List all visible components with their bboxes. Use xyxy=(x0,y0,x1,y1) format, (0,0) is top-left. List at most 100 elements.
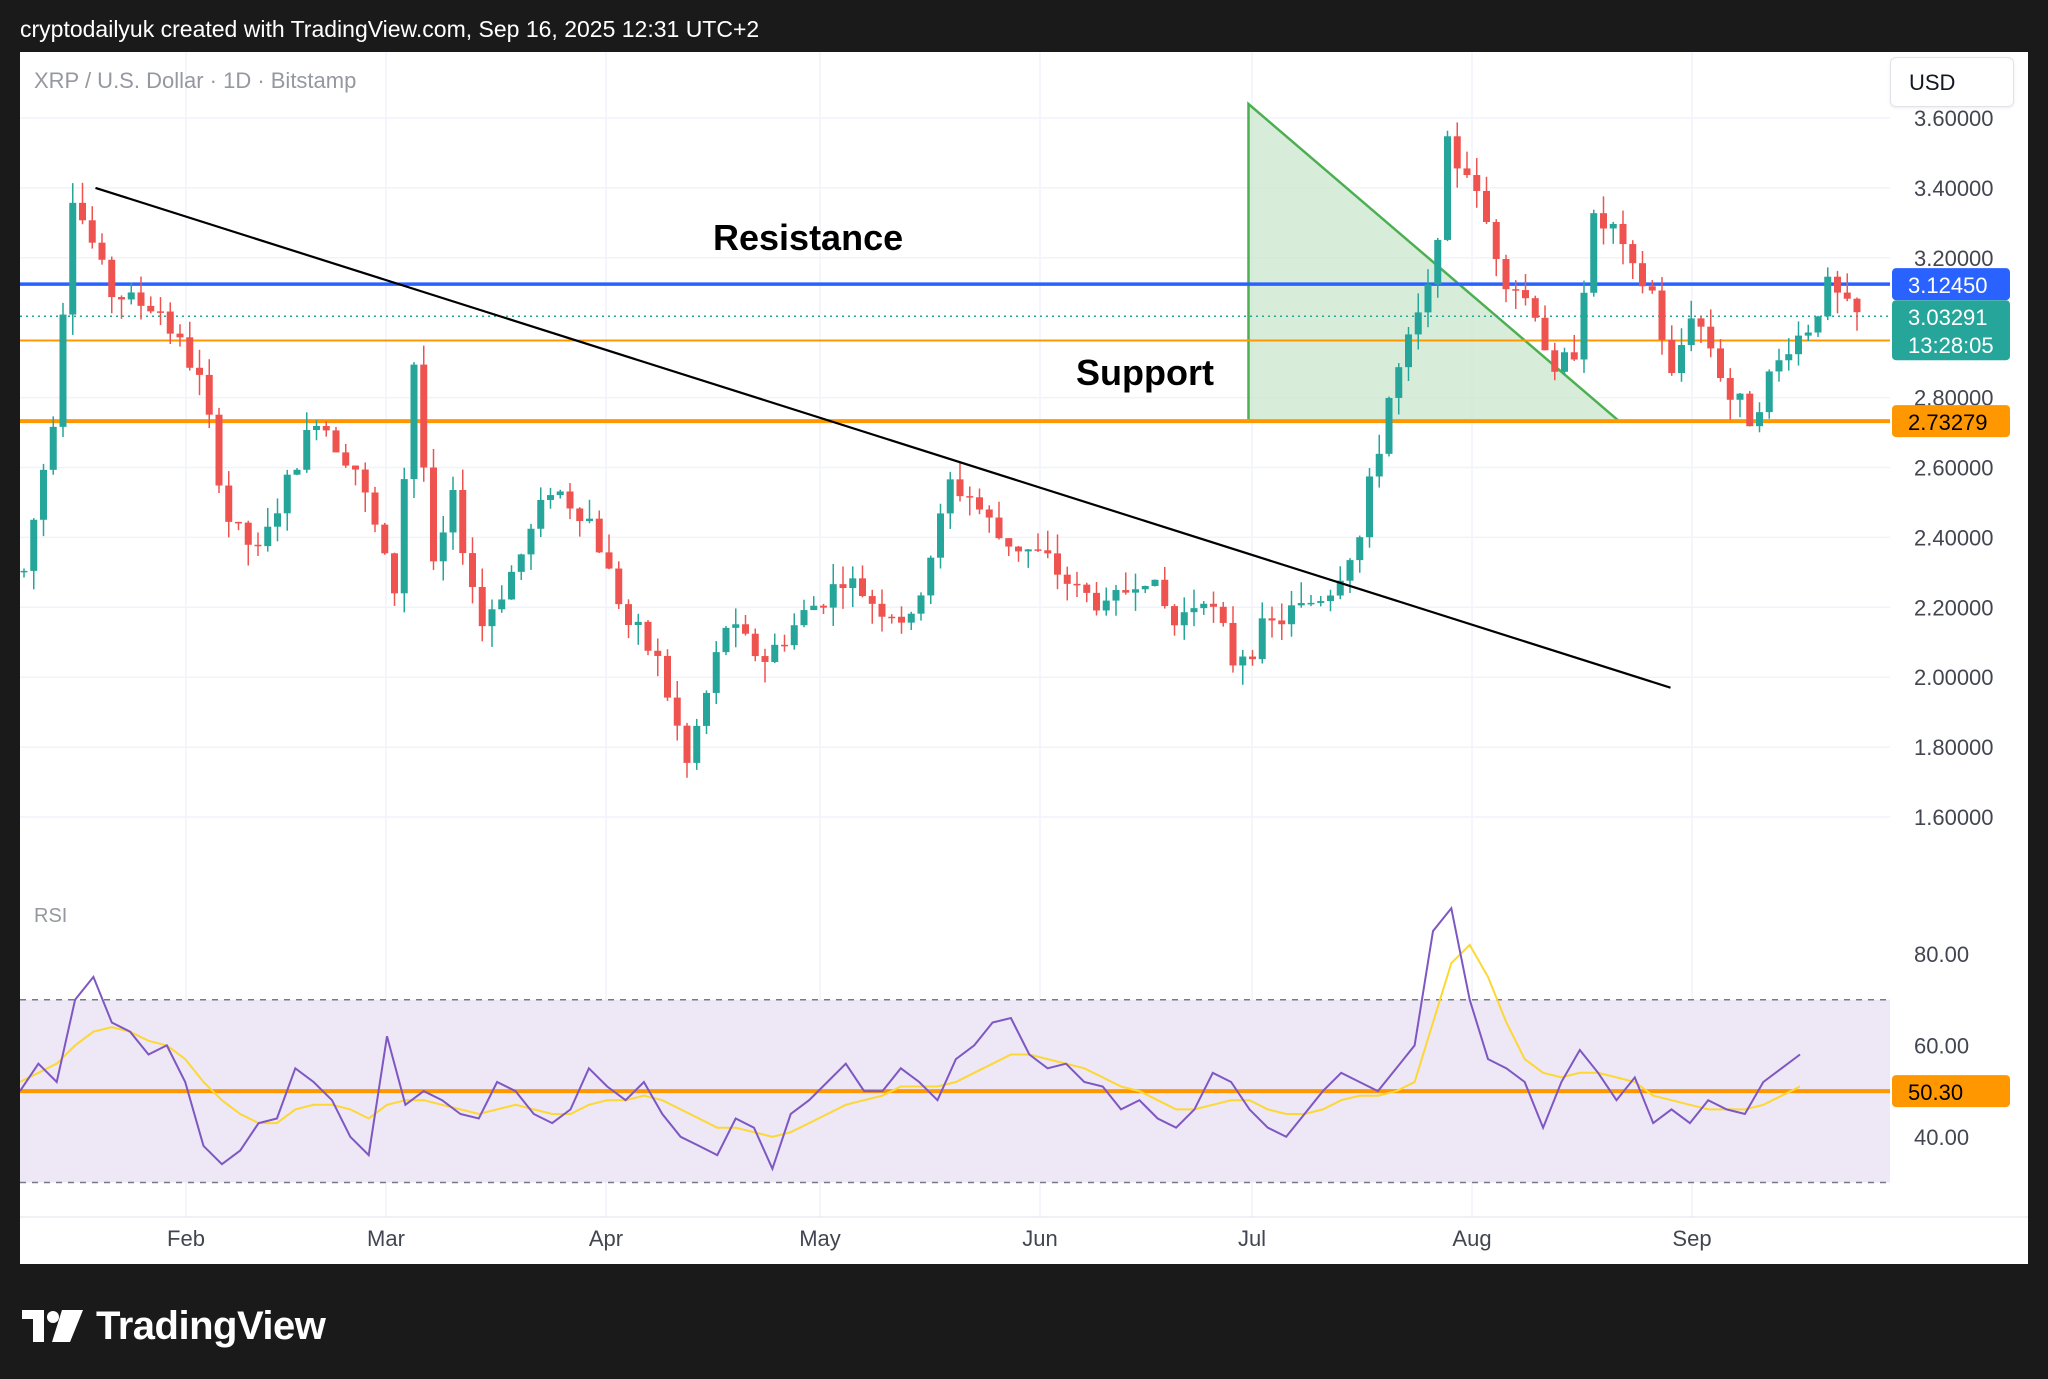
candle-body xyxy=(790,625,798,646)
candle-body xyxy=(937,513,944,558)
candle-body xyxy=(1746,393,1754,427)
annotation-resistance: Resistance xyxy=(713,217,903,258)
candle-body xyxy=(49,426,57,470)
candle-body xyxy=(605,552,613,569)
price-tick-label: 1.80000 xyxy=(1914,735,1994,760)
candle-body xyxy=(410,364,418,480)
descending-triangle xyxy=(1247,101,1623,423)
candle-body xyxy=(1054,553,1061,575)
candle-body xyxy=(1141,585,1149,590)
candle-body xyxy=(439,532,447,562)
candle-body xyxy=(274,513,281,527)
candle-body xyxy=(1775,360,1783,372)
candle-body xyxy=(430,467,437,562)
candle-body xyxy=(810,605,818,611)
candle-body xyxy=(322,425,330,431)
candle-body xyxy=(1697,318,1705,327)
candle-body xyxy=(732,624,740,628)
candle-body xyxy=(1512,289,1520,291)
candle-body xyxy=(1190,608,1198,613)
candle-body xyxy=(79,202,86,221)
candle-body xyxy=(449,490,457,533)
candle-body xyxy=(40,469,47,520)
footer-bar: TradingView xyxy=(0,1264,2048,1379)
candle-body xyxy=(1707,326,1715,349)
last-price-badge-text: 13:28:05 xyxy=(1908,333,1994,358)
candle-body xyxy=(644,621,652,651)
candle-body xyxy=(1083,584,1091,593)
candle-body xyxy=(1093,592,1100,611)
currency-button[interactable]: USD xyxy=(1890,57,2014,107)
price-tick-label: 2.20000 xyxy=(1914,595,1994,620)
candle-body xyxy=(244,522,252,545)
tradingview-logo-icon xyxy=(22,1310,83,1342)
candle-body xyxy=(1444,136,1451,240)
candle-body xyxy=(751,633,759,657)
candle-body xyxy=(1756,412,1763,427)
candle-body xyxy=(1473,175,1481,191)
candle-body xyxy=(69,202,77,315)
price-tick-label: 1.60000 xyxy=(1914,805,1994,830)
price-tick-label: 3.40000 xyxy=(1914,176,1994,201)
candle-body xyxy=(898,616,905,623)
time-tick-label: Aug xyxy=(1452,1226,1491,1251)
candle-body xyxy=(1278,620,1286,625)
candle-body xyxy=(1161,579,1169,607)
rsi-tick-label: 80.00 xyxy=(1914,942,1969,967)
candle-body xyxy=(313,425,320,431)
candle-body xyxy=(1151,579,1159,586)
candle-body xyxy=(1434,239,1442,285)
candle-body xyxy=(420,364,428,468)
level-badge-resistance xyxy=(1892,268,2010,301)
candle-body xyxy=(1424,284,1432,313)
last-price-badge-text: 3.03291 xyxy=(1908,305,1988,330)
tradingview-logo[interactable]: TradingView xyxy=(22,1304,326,1348)
candle-body xyxy=(1414,312,1422,335)
candle-body xyxy=(391,553,398,594)
price-tick-label: 2.00000 xyxy=(1914,665,1994,690)
chart-canvas[interactable]: Resistance Support RSI 3.60000 3.40000 3.2000… xyxy=(20,52,2028,1264)
chart-panel[interactable]: Resistance Support RSI 3.60000 3.40000 3.2000… xyxy=(20,52,2028,1264)
candle-body xyxy=(576,508,584,522)
candle-body xyxy=(1668,339,1676,373)
time-tick-label: Jun xyxy=(1022,1226,1057,1251)
candle-body xyxy=(1726,378,1734,400)
candle-body xyxy=(1648,286,1656,291)
candle-body xyxy=(1834,276,1841,293)
candle-body xyxy=(1795,335,1802,355)
rsi-value-badge xyxy=(1892,1075,2010,1108)
candle-body xyxy=(469,553,476,588)
candle-body xyxy=(1180,612,1188,626)
candle-body xyxy=(927,557,935,596)
candle-body xyxy=(459,490,467,554)
candle-body xyxy=(1658,290,1666,340)
candle-body xyxy=(1531,298,1539,318)
candle-body xyxy=(1639,263,1646,287)
candle-body xyxy=(205,374,213,415)
candle-body xyxy=(722,627,730,653)
attribution-text: cryptodailyuk created with TradingView.c… xyxy=(20,16,760,42)
candle-body xyxy=(186,337,194,368)
level-badge-support-text: 2.73279 xyxy=(1908,410,1988,435)
candle-body xyxy=(1522,290,1529,299)
time-tick-label: May xyxy=(799,1226,841,1251)
candle-body xyxy=(283,474,291,514)
candle-body xyxy=(1717,348,1724,379)
candle-body xyxy=(508,571,515,600)
candle-body xyxy=(1785,354,1793,361)
candle-body xyxy=(59,314,67,427)
candle-body xyxy=(1268,618,1276,621)
attribution-bar: cryptodailyuk created with TradingView.c… xyxy=(0,0,2048,52)
candle-body xyxy=(1502,259,1510,290)
candle-body xyxy=(20,570,28,573)
candle-body xyxy=(742,624,749,634)
candle-body xyxy=(761,656,769,662)
candle-body xyxy=(859,578,866,597)
candle-body xyxy=(478,587,486,627)
candle-body xyxy=(1483,190,1490,223)
candle-body xyxy=(498,599,506,610)
rsi-title: RSI xyxy=(34,905,67,927)
candle-body xyxy=(673,697,681,726)
time-tick-label: Sep xyxy=(1672,1226,1711,1251)
candle-body xyxy=(1336,580,1344,596)
